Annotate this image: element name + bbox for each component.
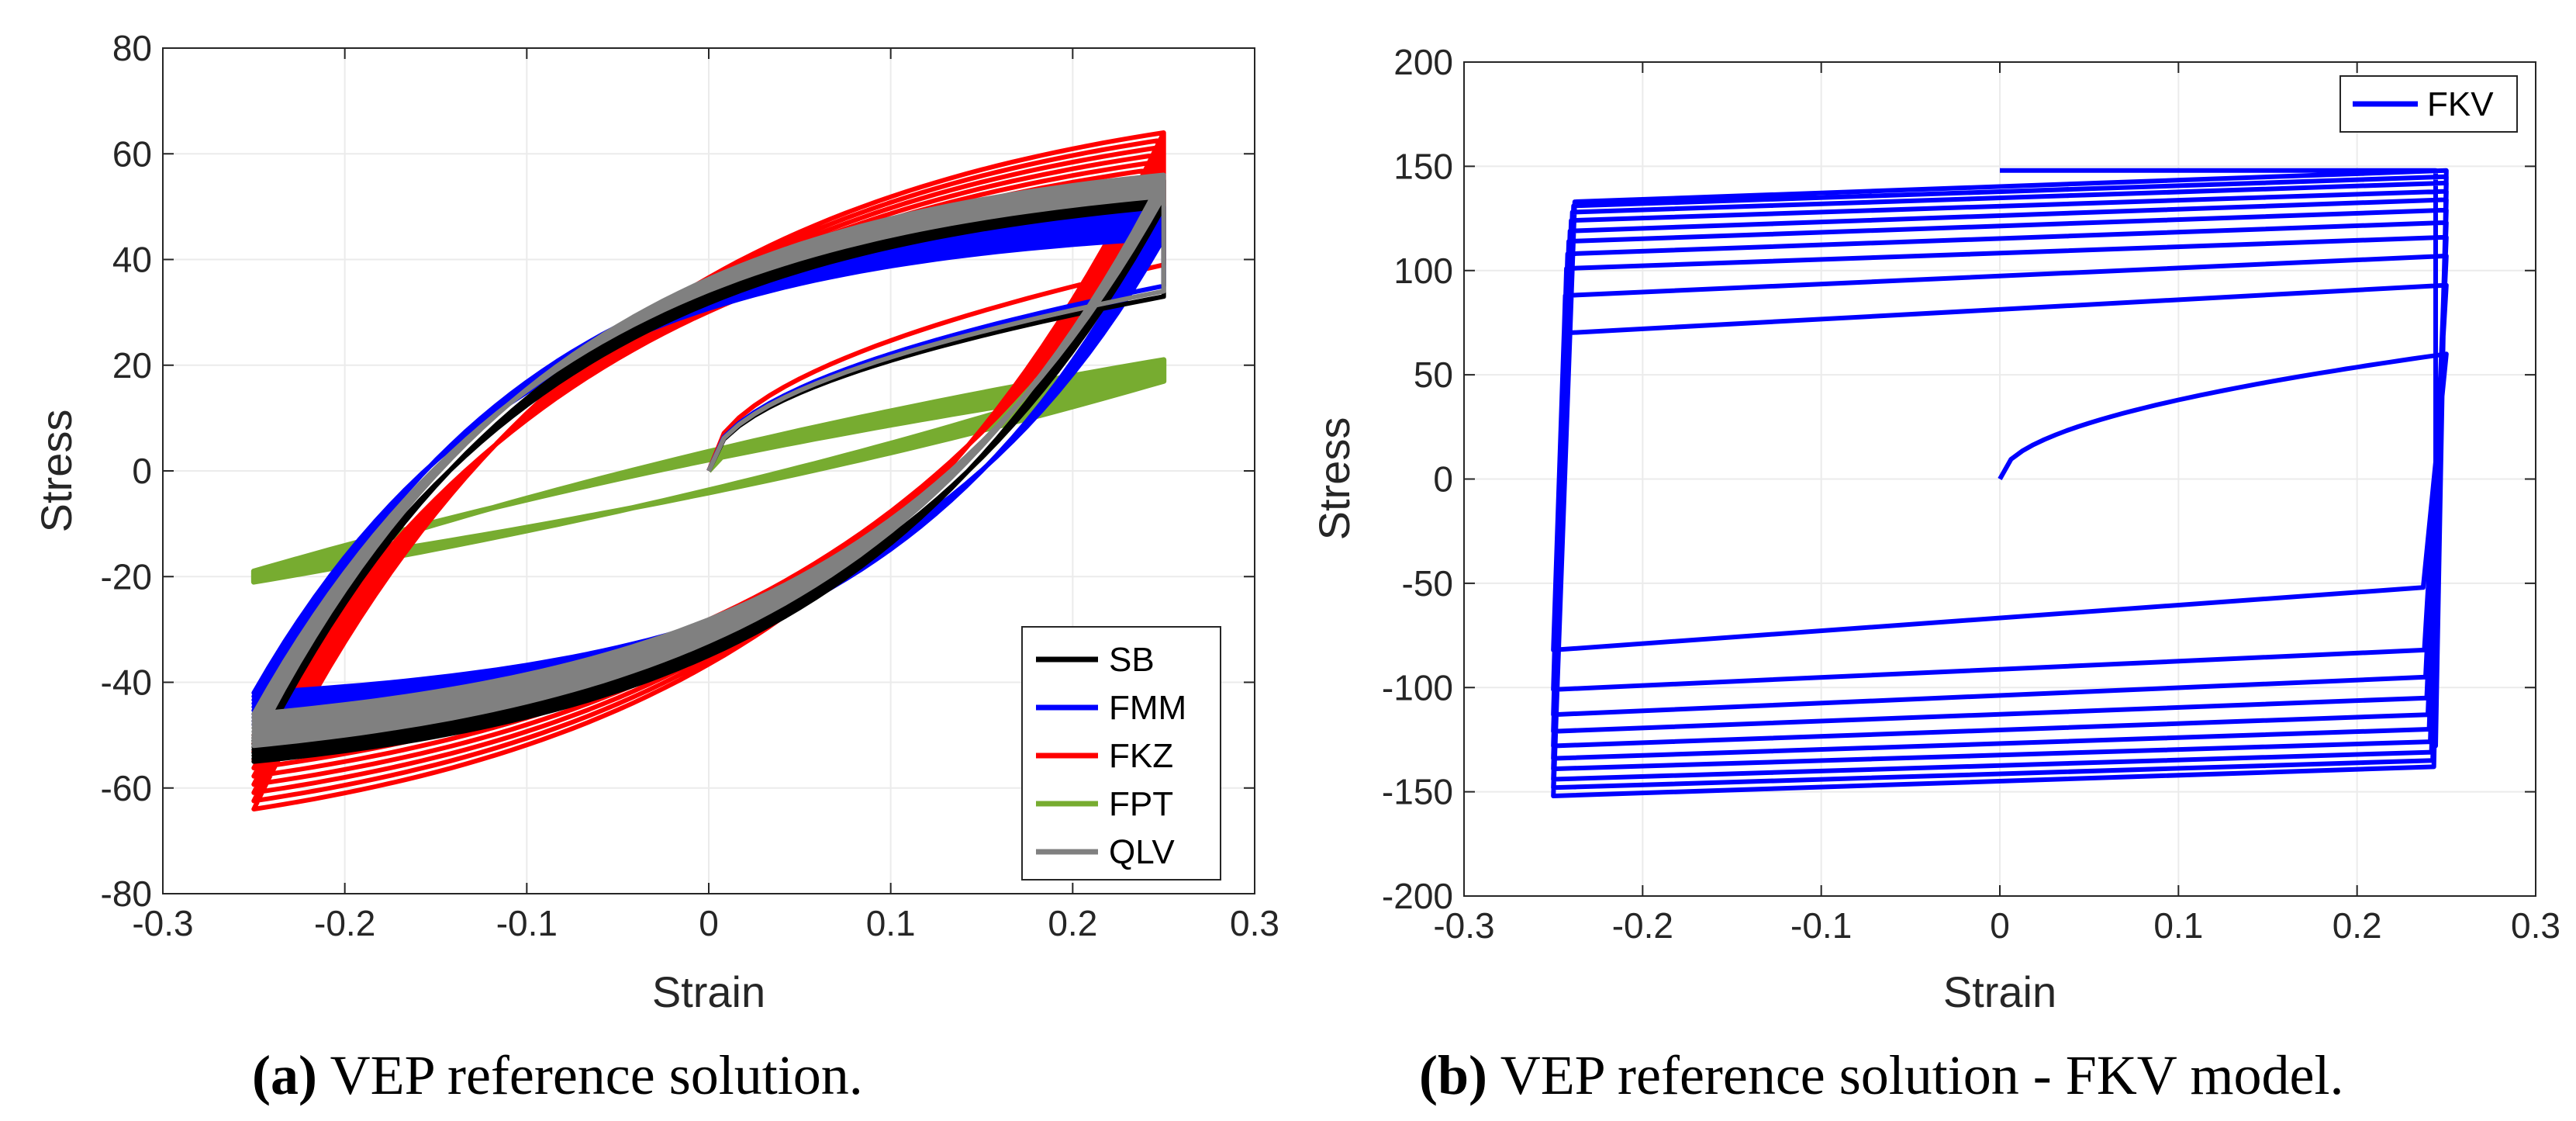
x-tick-label: 0 — [699, 903, 719, 943]
panel-b-caption-text: VEP reference solution - FKV model. — [1487, 1044, 2344, 1106]
y-tick-label: 100 — [1393, 251, 1453, 291]
y-tick-label: -80 — [101, 874, 152, 914]
y-tick-label: -200 — [1382, 876, 1453, 916]
x-tick-label: 0.3 — [2511, 905, 2560, 946]
x-tick-label: -0.2 — [1612, 905, 1673, 946]
y-tick-label: 0 — [132, 451, 152, 491]
panel-b-xlabel: Strain — [1943, 967, 2056, 1016]
y-tick-label: -40 — [101, 663, 152, 703]
panel-a-ylabel: Stress — [32, 410, 81, 533]
series-line-qlv — [251, 172, 1166, 749]
y-tick-label: 40 — [112, 240, 152, 280]
y-tick-label: 20 — [112, 345, 152, 386]
y-tick-label: 80 — [112, 28, 152, 68]
x-tick-label: -0.2 — [314, 903, 375, 943]
series-line-fpt — [250, 357, 1167, 585]
panel-b-caption: (b) VEP reference solution - FKV model. — [1419, 1043, 2343, 1108]
y-tick-label: -150 — [1382, 772, 1453, 812]
x-tick-label: -0.1 — [496, 903, 558, 943]
legend-label-sb: SB — [1109, 641, 1155, 679]
legend-label-fmm: FMM — [1109, 689, 1186, 727]
legend-label-fkz: FKZ — [1109, 737, 1173, 775]
panel-a-legend: SB FMM FKZ FPT QLV — [1021, 626, 1221, 881]
y-tick-label: -50 — [1402, 563, 1453, 604]
panel-a-chart: -0.3 -0.2 -0.1 0 0.1 0.2 0.3 -80 -60 -40 -20 0 20 40 6… — [32, 28, 1279, 1016]
y-tick-label: 60 — [112, 133, 152, 174]
panel-b-caption-label: (b) — [1419, 1044, 1487, 1106]
y-tick-label: 200 — [1393, 42, 1453, 82]
x-tick-label: 0.3 — [1230, 903, 1279, 943]
panel-b-chart: -0.3 -0.2 -0.1 0 0.1 0.2 0.3 -200 -150 -100 -50 0 50… — [1310, 42, 2560, 1016]
y-tick-label: -100 — [1382, 667, 1453, 708]
series-line-fkv — [1551, 168, 2449, 798]
panel-b-series — [1551, 168, 2449, 798]
panel-a-caption: (a) VEP reference solution. — [252, 1043, 863, 1108]
panel-a-series — [250, 130, 1167, 811]
x-tick-label: -0.3 — [132, 903, 193, 943]
panel-a-xlabel: Strain — [652, 967, 765, 1016]
y-tick-label: -60 — [101, 768, 152, 808]
x-tick-label: 0.1 — [866, 903, 916, 943]
panel-b-legend: FKV — [2339, 75, 2518, 133]
y-tick-label: 0 — [1433, 459, 1453, 500]
x-tick-label: 0.2 — [2333, 905, 2382, 946]
panel-b-ylabel: Stress — [1310, 417, 1359, 541]
x-tick-label: 0 — [1990, 905, 2010, 946]
panel-b-ticks: -0.3 -0.2 -0.1 0 0.1 0.2 0.3 -200 -150 -100 -50 0 50… — [1382, 42, 2560, 946]
y-tick-label: 150 — [1393, 146, 1453, 186]
y-tick-label: -20 — [101, 556, 152, 597]
panel-a-caption-label: (a) — [252, 1044, 317, 1106]
y-tick-label: 50 — [1414, 355, 1453, 395]
x-tick-label: 0.2 — [1048, 903, 1097, 943]
legend-label-fkv: FKV — [2427, 85, 2494, 123]
legend-label-fpt: FPT — [1109, 785, 1173, 823]
x-tick-label: -0.3 — [1433, 905, 1494, 946]
x-tick-label: 0.1 — [2153, 905, 2203, 946]
x-tick-label: -0.1 — [1790, 905, 1852, 946]
legend-label-qlv: QLV — [1109, 833, 1175, 871]
panel-a-caption-text: VEP reference solution. — [316, 1044, 863, 1106]
panel-a-ticks: -0.3 -0.2 -0.1 0 0.1 0.2 0.3 -80 -60 -40 -20 0 20 40 6… — [101, 28, 1279, 943]
